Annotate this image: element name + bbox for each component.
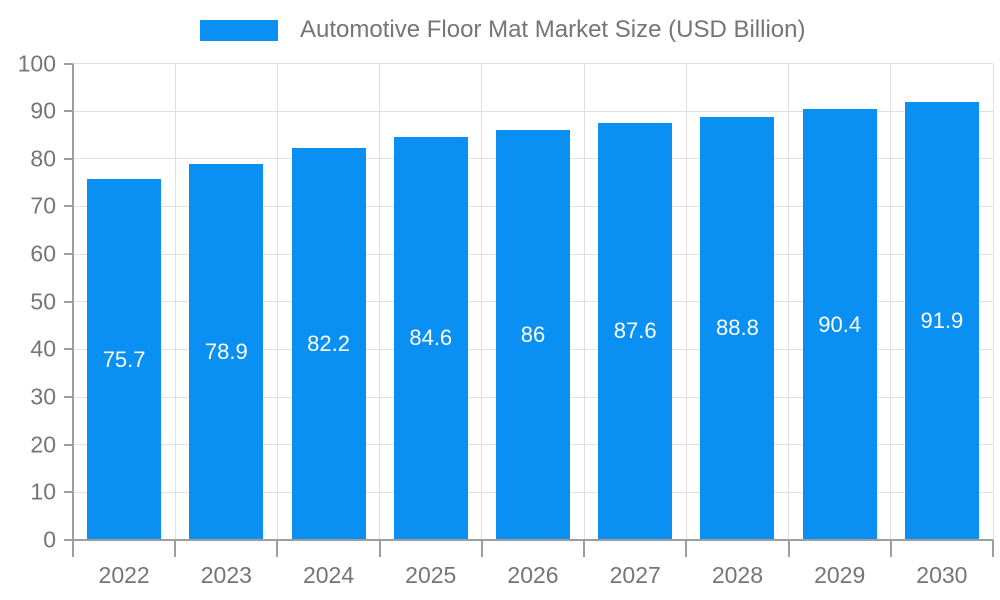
- x-axis-label: 2025: [405, 562, 457, 588]
- x-axis-label: 2023: [200, 562, 252, 588]
- y-axis-label: 60: [30, 240, 56, 267]
- bar[interactable]: [87, 179, 162, 540]
- gridline-vertical: [788, 63, 790, 540]
- x-axis-label: 2029: [814, 562, 866, 588]
- chart-legend: Automotive Floor Mat Market Size (USD Bi…: [200, 16, 805, 44]
- bar[interactable]: [189, 164, 264, 540]
- gridline-vertical: [890, 63, 892, 540]
- x-axis-tick: [276, 540, 279, 557]
- bar-value-label: 78.9: [204, 339, 248, 365]
- bar-value-label: 90.4: [818, 311, 862, 337]
- x-axis-tick: [480, 540, 483, 557]
- bar-value-label: 75.7: [102, 346, 146, 372]
- y-axis-tick: [64, 348, 73, 351]
- bar-value-label: 84.6: [409, 325, 453, 351]
- x-axis-tick: [787, 540, 790, 557]
- x-axis-label: 2024: [302, 562, 355, 588]
- gridline-vertical: [685, 63, 687, 540]
- bar-value-label: 88.8: [716, 315, 759, 341]
- x-axis-tick: [174, 540, 177, 557]
- gridline-vertical: [583, 63, 585, 540]
- bar[interactable]: [802, 109, 877, 540]
- gridline-horizontal: [73, 110, 993, 112]
- bar[interactable]: [904, 102, 979, 540]
- bar-value-label: 87.6: [613, 318, 657, 344]
- bar[interactable]: [291, 148, 366, 540]
- y-axis-tick: [64, 253, 73, 256]
- gridline-vertical: [992, 63, 994, 540]
- y-axis-label: 30: [30, 383, 56, 410]
- gridline-horizontal: [73, 63, 993, 64]
- y-axis-tick: [64, 157, 73, 160]
- y-axis-tick: [64, 205, 73, 208]
- x-axis-label: 2027: [609, 562, 661, 588]
- y-axis-label: 80: [30, 145, 56, 172]
- x-axis-tick: [992, 540, 994, 557]
- y-axis-tick: [64, 62, 73, 65]
- bar-value-label: 82.2: [307, 331, 350, 357]
- legend-label: Automotive Floor Mat Market Size (USD Bi…: [300, 16, 806, 43]
- x-axis-line: [71, 539, 993, 541]
- x-axis-tick: [583, 540, 586, 557]
- bar-value-label: 91.9: [920, 308, 964, 334]
- gridline-vertical: [276, 63, 278, 540]
- x-axis-label: 2026: [507, 562, 559, 588]
- x-axis-tick: [72, 540, 74, 557]
- legend-swatch: [200, 19, 278, 41]
- y-axis-label: 0: [43, 526, 56, 553]
- x-axis-label: 2028: [711, 562, 764, 588]
- y-axis-tick: [64, 300, 73, 303]
- y-axis-label: 20: [30, 431, 56, 458]
- y-axis-tick: [64, 491, 73, 494]
- gridline-vertical: [379, 63, 381, 540]
- y-axis-label: 10: [30, 478, 56, 505]
- y-axis-label: 100: [17, 50, 56, 76]
- y-axis-tick: [64, 539, 73, 541]
- bar[interactable]: [496, 130, 570, 540]
- gridline-vertical: [174, 63, 176, 540]
- x-axis-tick: [889, 540, 892, 557]
- bar[interactable]: [393, 136, 468, 540]
- x-axis-tick: [378, 540, 381, 557]
- y-axis-tick: [64, 396, 73, 399]
- y-axis-label: 40: [30, 335, 56, 362]
- y-axis-tick: [64, 443, 73, 446]
- bar[interactable]: [598, 122, 673, 540]
- x-axis-tick: [685, 540, 688, 557]
- gridline-vertical: [481, 63, 483, 540]
- bar[interactable]: [700, 116, 775, 540]
- x-axis-label: 2022: [98, 562, 150, 588]
- y-axis-tick: [64, 110, 73, 113]
- y-axis-label: 70: [30, 192, 56, 219]
- bar-value-label: 86: [520, 322, 546, 348]
- y-axis-label: 50: [30, 288, 56, 315]
- y-axis-label: 90: [30, 97, 56, 124]
- x-axis-label: 2030: [916, 562, 968, 588]
